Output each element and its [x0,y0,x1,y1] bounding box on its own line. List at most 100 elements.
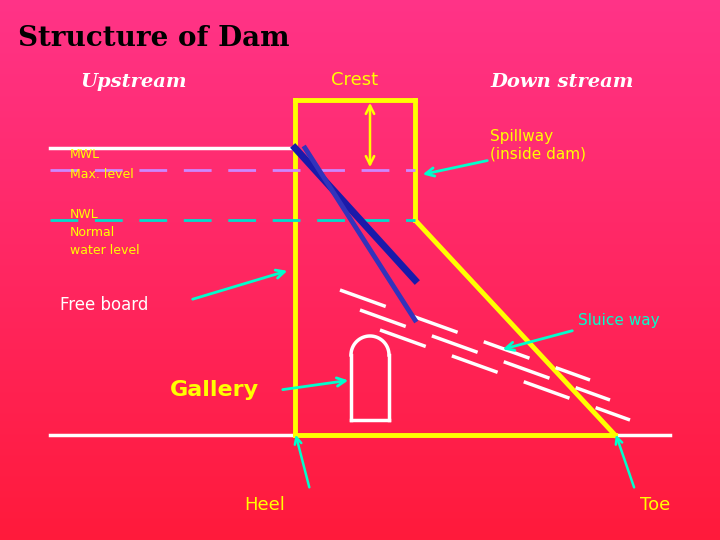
Bar [0,106,720,107]
Bar [0,205,720,206]
Bar [0,458,720,459]
Bar [0,28,720,29]
Bar [0,72,720,73]
Bar [0,354,720,355]
Bar [0,127,720,128]
Bar [0,467,720,468]
Bar [0,164,720,165]
Bar [0,293,720,294]
Bar [0,485,720,486]
Bar [0,87,720,88]
Bar [0,64,720,65]
Bar [0,138,720,139]
Bar [0,75,720,76]
Bar [0,451,720,452]
Bar [0,287,720,288]
Bar [0,348,720,349]
Bar [0,492,720,493]
Bar [0,283,720,284]
Bar [0,290,720,291]
Bar [0,430,720,431]
Bar [0,29,720,30]
Bar [0,295,720,296]
Bar [0,24,720,25]
Bar [0,514,720,515]
Bar [0,234,720,235]
Bar [0,206,720,207]
Bar [0,82,720,83]
Bar [0,425,720,426]
Bar [0,440,720,441]
Bar [0,129,720,130]
Bar [0,428,720,429]
Bar [0,331,720,332]
Bar [0,535,720,536]
Bar [0,491,720,492]
Bar [0,135,720,136]
Bar [0,242,720,243]
Bar [0,361,720,362]
Bar [0,310,720,311]
Bar [0,199,720,200]
Bar [0,19,720,20]
Bar [0,438,720,439]
Bar [0,192,720,193]
Bar [0,498,720,499]
Bar [0,365,720,366]
Bar [0,450,720,451]
Bar [0,221,720,222]
Bar [0,51,720,52]
Bar [0,59,720,60]
Bar [0,13,720,14]
Bar [0,369,720,370]
Bar [0,511,720,512]
Bar [0,177,720,178]
Bar [0,57,720,58]
Bar [0,227,720,228]
Bar [0,427,720,428]
Bar [0,67,720,68]
Bar [0,16,720,17]
Bar [0,471,720,472]
Bar [0,232,720,233]
Bar [0,79,720,80]
Bar [0,35,720,36]
Bar [0,324,720,325]
Bar [0,309,720,310]
Bar [0,284,720,285]
Text: Gallery: Gallery [170,380,259,400]
Bar [0,530,720,531]
Bar [0,248,720,249]
Bar [0,318,720,319]
Bar [0,281,720,282]
Bar [0,18,720,19]
Bar [0,420,720,421]
Bar [0,30,720,31]
Bar [0,452,720,453]
Bar [0,481,720,482]
Bar [0,250,720,251]
Bar [0,78,720,79]
Bar [0,319,720,320]
Bar [0,116,720,117]
Bar [0,11,720,12]
Bar [0,103,720,104]
Bar [0,433,720,434]
Bar [0,288,720,289]
Bar [0,366,720,367]
Bar [0,81,720,82]
Bar [0,173,720,174]
Bar [0,273,720,274]
Bar [0,432,720,433]
Bar [0,53,720,54]
Bar [0,357,720,358]
Bar [0,462,720,463]
Bar [0,141,720,142]
Bar [0,17,720,18]
Bar [0,257,720,258]
Bar [0,336,720,337]
Bar [0,98,720,99]
Bar [0,360,720,361]
Bar [0,263,720,264]
Bar [0,479,720,480]
